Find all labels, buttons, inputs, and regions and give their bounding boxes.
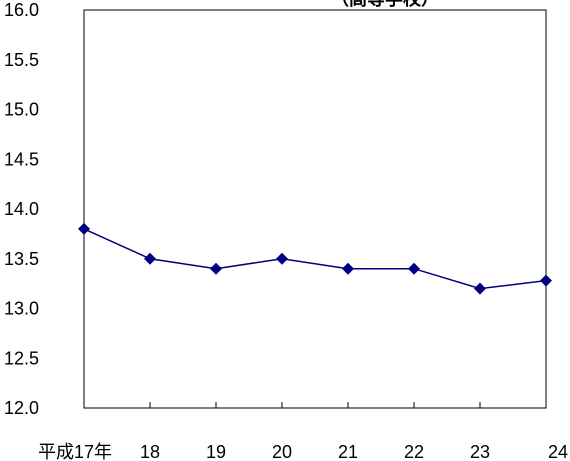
data-point-marker	[540, 274, 552, 287]
data-point-marker	[210, 262, 222, 275]
y-axis-ticks: 16.0 15.5 15.0 14.5 14.0 13.5 13.0 12.5 12.0	[4, 0, 39, 418]
x-tick-label: 24	[548, 442, 568, 461]
y-tick-label: 12.5	[4, 348, 39, 368]
data-point-marker	[78, 222, 90, 235]
x-tick-label: 21	[338, 442, 358, 461]
data-point-marker	[408, 262, 420, 275]
x-tick-label: 20	[272, 442, 292, 461]
plot-area	[83, 9, 547, 409]
data-point-marker	[276, 252, 288, 265]
series-group	[78, 222, 552, 295]
data-point-marker	[342, 262, 354, 275]
series-line	[83, 228, 547, 290]
x-tick-label: 18	[140, 442, 160, 461]
y-tick-label: 13.5	[4, 249, 39, 269]
x-tick-label: 平成17年	[38, 442, 112, 461]
x-tick-label: 22	[404, 442, 424, 461]
y-tick-label: 14.0	[4, 199, 39, 219]
x-axis-ticks: 平成17年 18 19 20 21 22 23 24	[38, 402, 568, 461]
data-point-marker	[144, 252, 156, 265]
chart-title: （高等学校）	[331, 0, 439, 9]
y-tick-label: 15.0	[4, 100, 39, 120]
y-tick-label: 14.5	[4, 149, 39, 169]
y-tick-label: 16.0	[4, 0, 39, 20]
y-tick-label: 15.5	[4, 50, 39, 70]
x-tick-label: 23	[470, 442, 490, 461]
y-tick-label: 12.0	[4, 398, 39, 418]
y-tick-label: 13.0	[4, 299, 39, 319]
data-point-marker	[474, 282, 486, 295]
x-tick-label: 19	[206, 442, 226, 461]
